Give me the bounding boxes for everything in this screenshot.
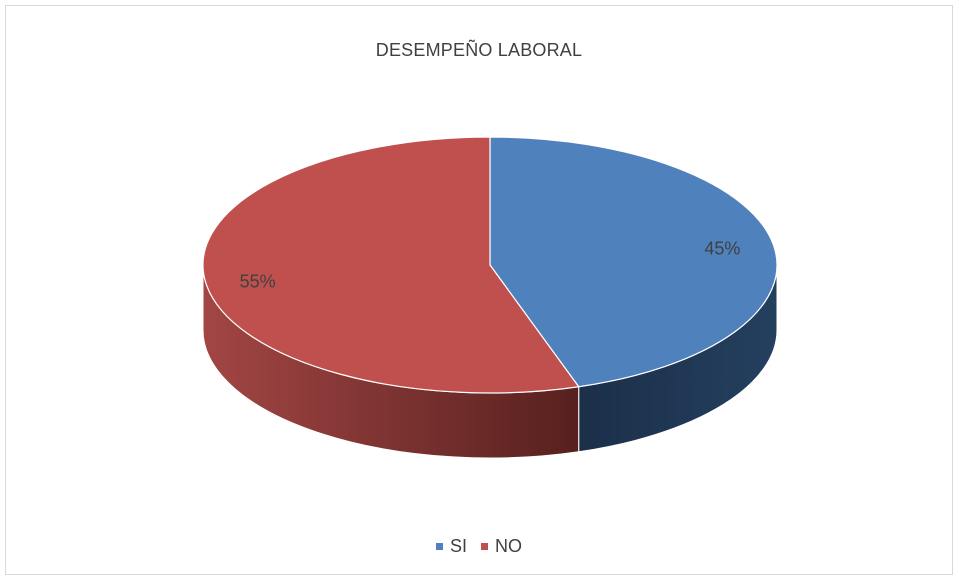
pie-chart: 45% 55% bbox=[202, 136, 778, 459]
legend: SI NO bbox=[6, 536, 952, 557]
chart-frame: DESEMPEÑO LABORAL 45% 55% SI NO bbox=[5, 5, 953, 575]
pie-labels: 45% 55% bbox=[240, 239, 741, 292]
data-label-no: 55% bbox=[240, 271, 276, 291]
pie-tops bbox=[202, 136, 778, 394]
legend-label-si: SI bbox=[449, 536, 467, 556]
legend-swatch-no bbox=[481, 543, 488, 550]
pie-slice-no bbox=[202, 136, 580, 394]
legend-item-si: SI bbox=[435, 536, 467, 557]
legend-item-no: NO bbox=[481, 536, 522, 557]
pie-slice-si bbox=[489, 136, 778, 388]
legend-swatch-si bbox=[435, 543, 443, 550]
legend-label-no: NO bbox=[495, 536, 522, 556]
data-label-si: 45% bbox=[704, 239, 740, 259]
chart-title: DESEMPEÑO LABORAL bbox=[375, 40, 583, 60]
